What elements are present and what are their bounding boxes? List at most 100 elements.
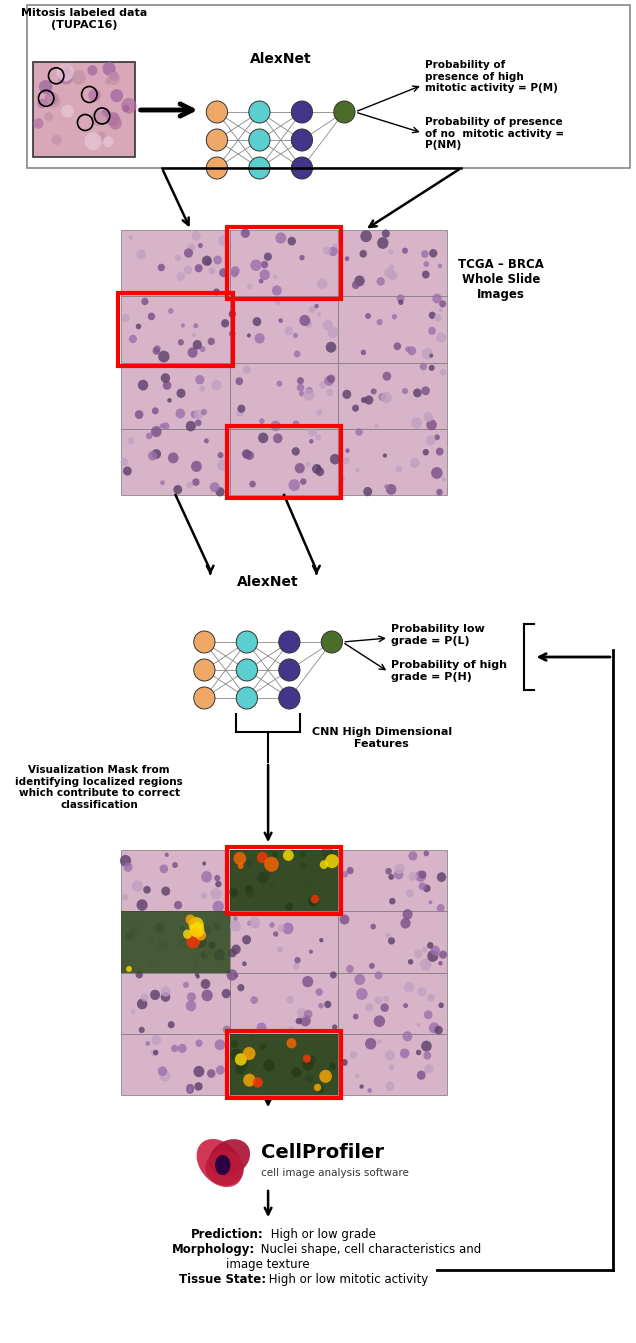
Circle shape bbox=[153, 1050, 158, 1056]
Circle shape bbox=[308, 1057, 316, 1065]
Circle shape bbox=[195, 419, 202, 426]
Circle shape bbox=[195, 265, 203, 273]
Text: Mitosis labeled data
(TUPAC16): Mitosis labeled data (TUPAC16) bbox=[21, 8, 148, 30]
Bar bbox=[230, 972, 338, 1034]
Circle shape bbox=[232, 886, 237, 892]
Circle shape bbox=[249, 101, 270, 124]
Circle shape bbox=[300, 255, 305, 261]
Circle shape bbox=[110, 89, 123, 102]
Circle shape bbox=[320, 849, 327, 857]
Circle shape bbox=[151, 426, 162, 436]
Circle shape bbox=[128, 235, 133, 239]
Circle shape bbox=[153, 346, 160, 355]
Circle shape bbox=[168, 309, 174, 314]
Circle shape bbox=[152, 407, 159, 415]
Circle shape bbox=[317, 465, 321, 469]
Circle shape bbox=[438, 1002, 444, 1009]
Text: cell image analysis software: cell image analysis software bbox=[261, 1168, 409, 1178]
Circle shape bbox=[383, 995, 389, 1002]
Circle shape bbox=[392, 314, 397, 320]
Circle shape bbox=[422, 947, 428, 952]
Circle shape bbox=[196, 975, 200, 979]
Text: Probability of presence
of no  mitotic activity =
P(NM): Probability of presence of no mitotic ac… bbox=[425, 117, 563, 150]
Circle shape bbox=[428, 326, 436, 334]
Circle shape bbox=[48, 94, 60, 107]
Circle shape bbox=[259, 279, 263, 283]
Circle shape bbox=[424, 1010, 432, 1019]
Circle shape bbox=[359, 250, 367, 258]
Circle shape bbox=[230, 920, 241, 932]
Circle shape bbox=[438, 962, 443, 966]
Circle shape bbox=[200, 346, 205, 352]
Bar bbox=[230, 850, 338, 912]
Circle shape bbox=[242, 450, 251, 459]
Bar bbox=[121, 363, 230, 428]
Circle shape bbox=[424, 1052, 431, 1060]
Circle shape bbox=[417, 987, 426, 997]
Circle shape bbox=[138, 380, 148, 391]
Circle shape bbox=[109, 71, 118, 81]
Circle shape bbox=[235, 1029, 240, 1034]
Circle shape bbox=[417, 1023, 420, 1027]
Circle shape bbox=[251, 259, 261, 271]
Circle shape bbox=[207, 1069, 216, 1078]
Circle shape bbox=[264, 865, 273, 874]
Circle shape bbox=[195, 1039, 202, 1048]
Circle shape bbox=[228, 948, 237, 958]
Circle shape bbox=[123, 862, 132, 872]
Circle shape bbox=[213, 289, 220, 295]
Circle shape bbox=[429, 248, 438, 258]
Circle shape bbox=[246, 861, 252, 866]
Circle shape bbox=[402, 247, 408, 254]
Circle shape bbox=[256, 1022, 266, 1033]
Circle shape bbox=[159, 1070, 170, 1081]
Circle shape bbox=[201, 410, 207, 415]
Circle shape bbox=[434, 434, 440, 441]
Circle shape bbox=[429, 353, 433, 357]
Circle shape bbox=[354, 974, 365, 984]
Circle shape bbox=[308, 427, 317, 436]
Bar bbox=[230, 912, 338, 972]
Circle shape bbox=[361, 398, 367, 403]
Circle shape bbox=[245, 1060, 256, 1072]
Circle shape bbox=[249, 157, 270, 179]
Circle shape bbox=[191, 461, 202, 471]
Circle shape bbox=[111, 113, 118, 120]
Circle shape bbox=[389, 250, 394, 255]
Circle shape bbox=[329, 1062, 336, 1070]
Circle shape bbox=[162, 422, 169, 430]
Circle shape bbox=[369, 963, 375, 968]
Bar bbox=[230, 1034, 338, 1095]
Circle shape bbox=[193, 340, 202, 349]
Bar bbox=[230, 850, 338, 912]
Circle shape bbox=[120, 458, 128, 466]
Circle shape bbox=[377, 238, 389, 248]
Circle shape bbox=[195, 928, 200, 933]
Circle shape bbox=[305, 462, 310, 467]
Circle shape bbox=[386, 483, 396, 494]
Circle shape bbox=[160, 423, 164, 428]
Bar bbox=[121, 912, 230, 972]
Circle shape bbox=[126, 966, 132, 972]
Circle shape bbox=[404, 982, 414, 992]
Circle shape bbox=[270, 1086, 278, 1096]
Circle shape bbox=[261, 261, 268, 269]
Circle shape bbox=[364, 395, 373, 404]
Circle shape bbox=[279, 631, 300, 653]
Circle shape bbox=[318, 1003, 324, 1009]
Circle shape bbox=[186, 1084, 195, 1092]
Circle shape bbox=[422, 348, 433, 360]
Circle shape bbox=[375, 997, 382, 1005]
Circle shape bbox=[294, 463, 305, 473]
Circle shape bbox=[121, 314, 130, 322]
Circle shape bbox=[96, 132, 106, 141]
Circle shape bbox=[420, 363, 427, 371]
Circle shape bbox=[414, 950, 422, 958]
Circle shape bbox=[279, 659, 300, 681]
Circle shape bbox=[216, 1065, 225, 1074]
Circle shape bbox=[296, 1018, 302, 1025]
Circle shape bbox=[236, 410, 244, 416]
Circle shape bbox=[377, 318, 383, 325]
Circle shape bbox=[436, 447, 443, 455]
Circle shape bbox=[342, 872, 348, 877]
